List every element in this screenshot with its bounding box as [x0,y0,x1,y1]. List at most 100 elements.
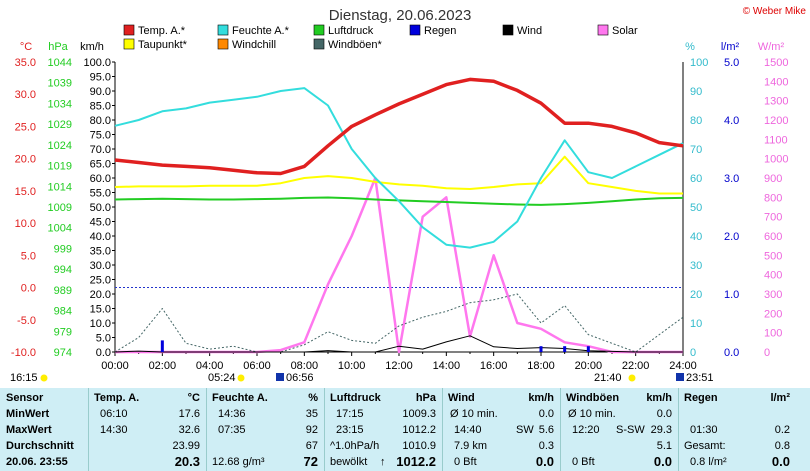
solar-tick-label: 900 [764,173,782,185]
forecast-text: bewölkt [330,456,368,468]
header-pressure-unit: hPa [415,392,436,404]
wind-tick-label: 5.0 [96,333,111,345]
axis-unit-label: l/m² [721,41,740,53]
temp-tick-label: 25.0 [15,121,36,133]
legend-label: Wind [517,25,542,37]
copyright-text: © Weber Mike [743,6,807,17]
min-pressure-value: 1009.3 [402,408,436,420]
moonset-label: 21:40 [594,372,622,384]
rain-tick-label: 5.0 [724,57,739,69]
min-temp-time: 06:10 [100,408,128,420]
rain-tick-label: 0.0 [724,347,739,359]
avg-temp-value: 23.99 [172,440,200,452]
humidity-tick-label: 20 [690,289,702,301]
min-humidity-time: 14:36 [218,408,246,420]
rain-tick-label: 4.0 [724,115,739,127]
wind-tick-label: 80.0 [90,115,111,127]
series-line [114,77,684,176]
header-temp: Temp. A. [94,392,140,404]
wind-tick-label: 45.0 [90,217,111,229]
humidity-tick-label: 80 [690,115,702,127]
current-rain-value: 0.0 [771,454,790,469]
x-tick-label: 24:00 [669,360,697,372]
series-line [114,87,684,249]
temp-tick-label: 5.0 [21,250,36,262]
wind-tick-label: 25.0 [90,275,111,287]
min-humidity-value: 35 [305,408,318,420]
min-wind-text: Ø 10 min. [450,408,498,420]
temp-tick-label: 30.0 [15,89,36,101]
sunrise-label: 06:56 [286,372,314,384]
current-pressure-value: 1012.2 [396,454,436,469]
min-gust-text: Ø 10 min. [568,408,616,420]
max-gust-value: 29.3 [650,424,672,436]
solar-tick-label: 1500 [764,57,788,69]
temp-tick-label: 35.0 [15,57,36,69]
pressure-trend: ^1.0hPa/h [330,440,380,452]
legend-label: Luftdruck [328,25,374,37]
header-rain: Regen [684,392,718,404]
chart-title: Dienstag, 20.06.2023 [329,7,472,24]
solar-tick-label: 200 [764,308,782,320]
stats-row-max: MaxWert 14:30 32.6 07:35 92 23:15 1012.2… [0,422,810,438]
wind-tick-label: 95.0 [90,72,111,84]
axis-unit-label: W/m² [758,41,785,53]
sunrise-icon [276,373,284,381]
pressure-tick-label: 1029 [48,119,72,131]
max-wind-direction: SW [516,424,534,436]
max-rain-time: 01:30 [690,424,718,436]
series-line [114,155,683,195]
moonset-icon [628,374,636,382]
rain-bar [563,346,567,352]
current-wind-value: 0.0 [535,454,554,469]
x-tick-label: 12:00 [385,360,413,372]
wind-tick-label: 100.0 [83,57,111,69]
max-gust-time: 12:20 [572,424,600,436]
rain-total-value: 0.8 [774,440,790,452]
max-temp-value: 32.6 [178,424,200,436]
solar-tick-label: 0 [764,347,770,359]
rain-tick-label: 3.0 [724,173,739,185]
avg-pressure-value: 1010.9 [402,440,436,452]
humidity-tick-label: 50 [690,202,702,214]
humidity-tick-label: 40 [690,231,702,243]
current-rain-text: 0.8 l/m² [690,456,727,468]
x-tick-label: 14:00 [433,360,461,372]
x-tick-label: 04:00 [196,360,224,372]
sun-icon [40,374,48,382]
max-pressure-time: 23:15 [336,424,364,436]
humidity-tick-label: 100 [690,57,708,69]
wind-tick-label: 0.0 [96,347,111,359]
max-humidity-time: 07:35 [218,424,246,436]
stats-row-avg: Durchschnitt 23.99 67 ^1.0hPa/h 1010.9 7… [0,438,810,454]
wind-tick-label: 10.0 [90,318,111,330]
current-humidity-value: 72 [303,454,318,469]
wind-tick-label: 15.0 [90,304,111,316]
header-humidity-unit: % [308,392,318,404]
solar-tick-label: 100 [764,328,782,340]
header-pressure: Luftdruck [330,392,381,404]
axis-unit-label: °C [20,41,32,53]
header-gust: Windböen [566,392,620,404]
header-wind-unit: km/h [528,392,554,404]
pressure-tick-label: 974 [54,347,72,359]
legend-swatch [217,24,229,36]
series-line [114,293,684,353]
solar-tick-label: 700 [764,212,782,224]
legend-swatch [123,38,135,50]
solar-tick-label: 1400 [764,76,788,88]
weather-chart: Dienstag, 20.06.2023 © Weber Mike Temp. … [10,6,807,384]
solar-tick-label: 1200 [764,115,788,127]
pressure-tick-label: 1004 [48,223,72,235]
header-temp-unit: °C [187,392,200,404]
header-humidity: Feuchte A. [212,392,268,404]
stats-row-min: MinWert 06:10 17.6 14:36 35 17:15 1009.3… [0,406,810,422]
moonrise-label: 05:24 [208,372,236,384]
solar-tick-label: 800 [764,192,782,204]
rain-bar [160,340,164,352]
current-wind-bft: 0 Bft [454,456,477,468]
pressure-tick-label: 1024 [48,140,72,152]
x-tick-label: 18:00 [527,360,555,372]
legend-swatch [123,24,135,36]
min-pressure-time: 17:15 [336,408,364,420]
